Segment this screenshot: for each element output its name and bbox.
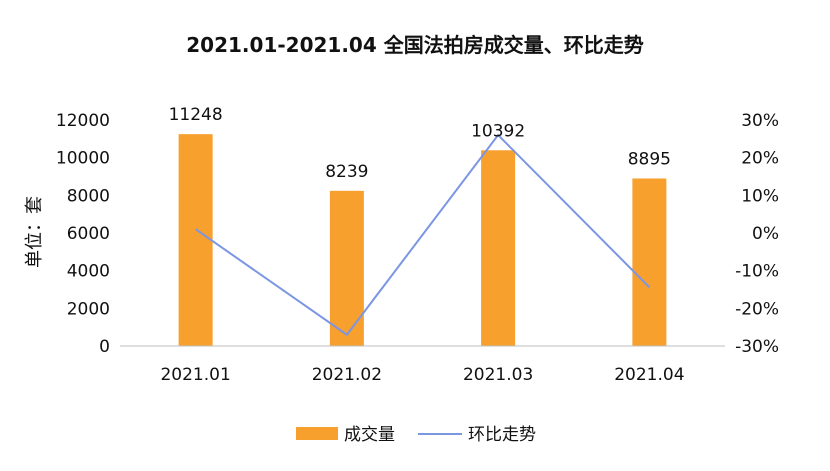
y-tick-label: 4000 (67, 262, 110, 282)
bar-data-label: 8895 (628, 149, 671, 169)
x-tick-label: 2021.04 (614, 365, 684, 385)
y-axis-label: 单位：套 (24, 196, 45, 268)
bar-data-label: 11248 (169, 105, 223, 125)
x-tick-label: 2021.03 (463, 365, 533, 385)
bars-layer (178, 134, 667, 346)
bar-data-label: 10392 (471, 121, 525, 141)
y2-tick-label: -20% (735, 299, 779, 319)
y-tick-label: 0 (99, 337, 110, 357)
y2-tick-label: 10% (741, 186, 779, 206)
bar-2021.04 (632, 178, 667, 346)
y-tick-label: 10000 (56, 149, 110, 169)
y2-tick-label: -10% (735, 262, 779, 282)
bar-2021.01 (178, 134, 213, 346)
bar-2021.02 (329, 190, 364, 346)
chart-title: 2021.01-2021.04 全国法拍房成交量、环比走势 (186, 33, 643, 57)
line-layer (195, 133, 651, 337)
legend-bar-label: 成交量 (344, 425, 395, 445)
trend-line (195, 133, 651, 337)
data-labels: 11248 8239 10392 8895 (169, 105, 671, 182)
right-axis-ticks: -30% -20% -10% 0% 10% 20% 30% (735, 111, 779, 357)
y2-tick-label: 20% (741, 149, 779, 169)
y-tick-label: 8000 (67, 186, 110, 206)
y-tick-label: 2000 (67, 299, 110, 319)
y2-tick-label: 30% (741, 111, 779, 131)
bar-data-label: 8239 (325, 162, 368, 182)
legend: 成交量 环比走势 (296, 425, 536, 445)
y-tick-label: 12000 (56, 111, 110, 131)
x-tick-label: 2021.01 (160, 365, 230, 385)
x-axis-ticks: 2021.01 2021.02 2021.03 2021.04 (160, 365, 684, 385)
bar-2021.03 (481, 150, 516, 346)
y2-tick-label: -30% (735, 337, 779, 357)
y2-tick-label: 0% (752, 224, 779, 244)
y-tick-label: 6000 (67, 224, 110, 244)
legend-bar-swatch (296, 427, 338, 440)
left-axis-ticks: 0 2000 4000 6000 8000 10000 12000 (56, 111, 110, 357)
legend-line-label: 环比走势 (468, 425, 536, 445)
x-tick-label: 2021.02 (312, 365, 382, 385)
